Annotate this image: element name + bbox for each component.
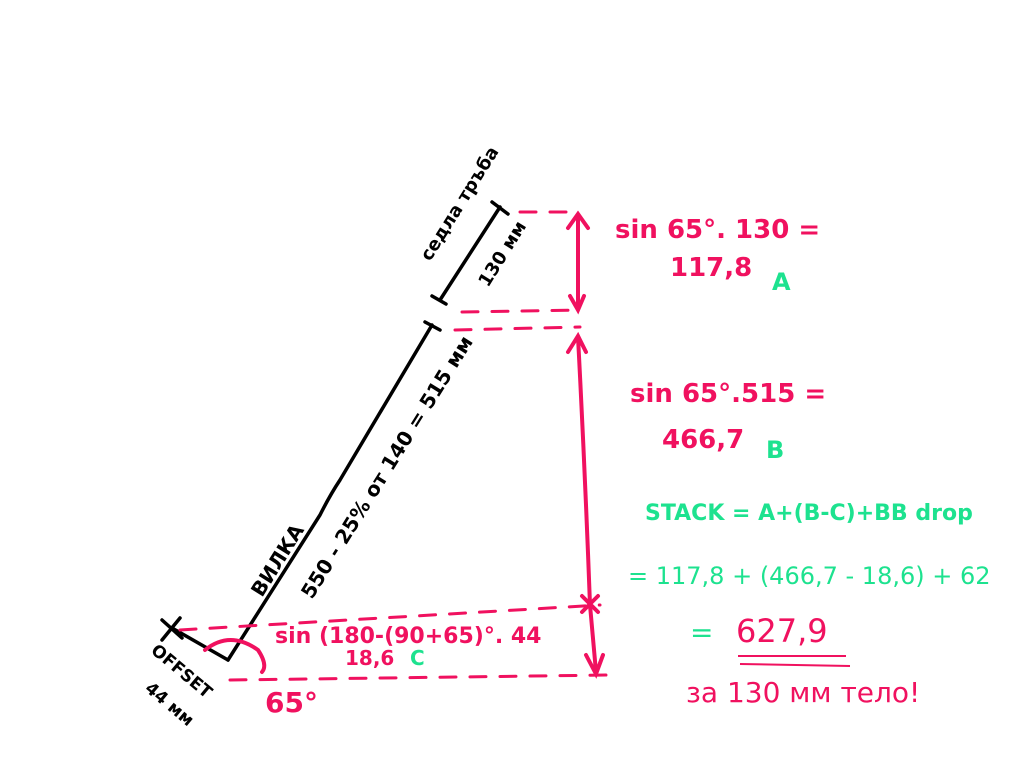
- b-result: 466,7: [662, 425, 744, 455]
- a-tag: A: [772, 268, 791, 296]
- offset-line: [160, 616, 230, 662]
- b-tag: B: [766, 436, 784, 464]
- fork-line: [226, 320, 442, 662]
- fork-formula: 550 - 25% от 140 = 515 мм: [296, 331, 478, 602]
- dashed-guides: [178, 210, 612, 682]
- stack-result: 627,9: [736, 612, 828, 650]
- b-formula: sin 65°.515 =: [630, 379, 826, 409]
- a-result: 117,8: [670, 253, 752, 283]
- note: за 130 мм тело!: [686, 676, 920, 709]
- a-formula: sin 65°. 130 =: [615, 215, 820, 245]
- result-underline: [738, 655, 851, 667]
- stack-equals: =: [690, 616, 713, 649]
- seat-tube-line: [430, 200, 510, 306]
- c-tag: C: [410, 646, 425, 670]
- head-angle-label: 65°: [265, 686, 318, 719]
- c-result: 18,6: [345, 646, 394, 670]
- c-formula: sin (180-(90+65)°. 44: [275, 624, 541, 649]
- dimension-arrows: [203, 210, 605, 679]
- seat-tube-length: 130 мм: [474, 217, 531, 290]
- stack-formula: STACK = A+(B-C)+BB drop: [645, 501, 973, 526]
- seat-tube-name: седла тръба: [416, 143, 503, 265]
- stack-substituted: = 117,8 + (466,7 - 18,6) + 62: [628, 562, 991, 590]
